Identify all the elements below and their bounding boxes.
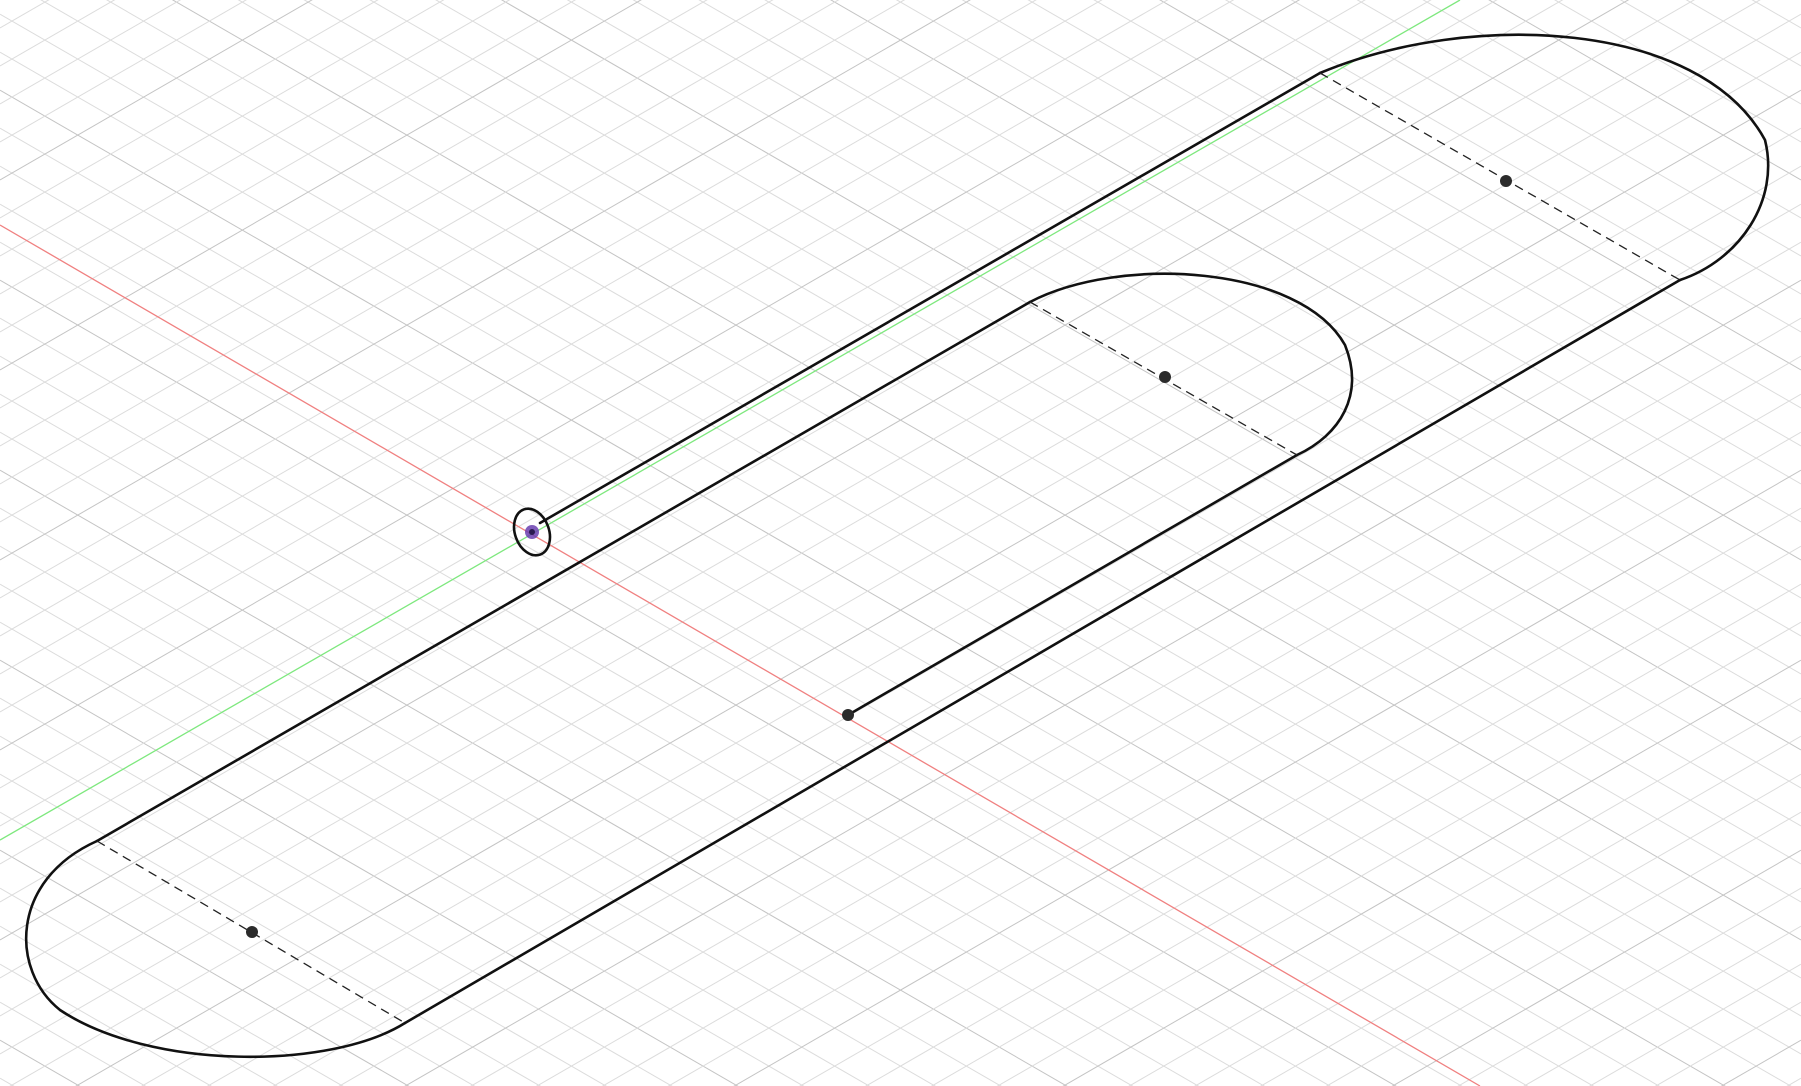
grid-line bbox=[0, 0, 1801, 294]
grid-line bbox=[0, 0, 1801, 332]
outer-slot-right-center-point[interactable] bbox=[1500, 175, 1512, 187]
grid-line bbox=[0, 0, 1801, 750]
grid-line bbox=[0, 964, 1801, 1086]
grid-line bbox=[0, 128, 1801, 1086]
outer-slot-left-arc[interactable] bbox=[26, 841, 405, 1057]
grid-line bbox=[0, 0, 1801, 940]
grid-line bbox=[0, 736, 1801, 1086]
grid-line bbox=[0, 812, 1801, 1086]
grid-line bbox=[0, 0, 1801, 180]
grid-line bbox=[0, 0, 1801, 446]
grid-line bbox=[0, 508, 1801, 1086]
grid-line bbox=[0, 0, 1801, 978]
grid-line bbox=[0, 280, 1801, 1086]
grid-line bbox=[0, 0, 1801, 902]
outer-slot-right-centerline[interactable] bbox=[1320, 73, 1680, 280]
grid-line bbox=[0, 1040, 1801, 1086]
x-axis-line bbox=[0, 225, 1480, 1086]
grid-line bbox=[0, 964, 1801, 1086]
grid-line bbox=[0, 0, 1801, 332]
inner-slot-lower-edge[interactable] bbox=[848, 455, 1297, 715]
grid-line bbox=[0, 1040, 1801, 1086]
grid-line bbox=[0, 0, 1801, 218]
grid-line bbox=[0, 0, 1801, 674]
grid-line bbox=[0, 0, 1801, 484]
grid-line bbox=[0, 432, 1801, 1086]
grid-line bbox=[0, 0, 1801, 446]
grid-line bbox=[0, 736, 1801, 1086]
outer-slot-left-center-point[interactable] bbox=[246, 926, 258, 938]
inner-slot-center-point[interactable] bbox=[1159, 371, 1171, 383]
grid-line bbox=[0, 0, 1801, 104]
grid-line bbox=[0, 0, 1801, 1016]
grid-line bbox=[0, 204, 1801, 1086]
grid-line bbox=[0, 0, 1801, 636]
y-axis-line bbox=[0, 0, 1460, 840]
grid-line bbox=[0, 0, 1801, 294]
grid-line bbox=[0, 0, 1801, 408]
grid-line bbox=[0, 0, 1801, 104]
grid-line bbox=[0, 0, 1801, 712]
outer-slot-left-edge[interactable] bbox=[97, 302, 1030, 841]
grid-line bbox=[0, 0, 1801, 674]
grid-line bbox=[0, 0, 1801, 598]
origin-point-core-icon bbox=[529, 529, 535, 535]
inner-slot-end-point[interactable] bbox=[842, 709, 854, 721]
grid-line bbox=[0, 52, 1801, 1086]
grid-line bbox=[0, 0, 1801, 560]
grid-line bbox=[0, 584, 1801, 1086]
grid-line bbox=[0, 0, 1801, 598]
grid-line bbox=[0, 432, 1801, 1086]
grid-line bbox=[0, 0, 1801, 142]
grid-line bbox=[0, 128, 1801, 1086]
grid-line bbox=[0, 0, 1801, 1016]
grid-line bbox=[0, 0, 1801, 142]
grid-line bbox=[0, 0, 1801, 408]
grid-line bbox=[0, 0, 1801, 256]
grid-line bbox=[0, 0, 1801, 484]
grid-line bbox=[0, 508, 1801, 1086]
outer-slot-upper-edge[interactable] bbox=[540, 73, 1320, 523]
grid-line bbox=[0, 0, 1801, 902]
grid-line bbox=[0, 584, 1801, 1086]
grid-line bbox=[0, 356, 1801, 1086]
grid-line bbox=[0, 0, 1801, 218]
grid-line bbox=[0, 0, 1801, 940]
origin-icon[interactable] bbox=[508, 504, 556, 561]
grid-line bbox=[0, 0, 1801, 750]
grid-line bbox=[0, 0, 1801, 712]
grid-line bbox=[0, 0, 1801, 560]
origin-axes bbox=[0, 0, 1480, 1086]
grid-line bbox=[0, 0, 1801, 636]
grid-line bbox=[0, 0, 1801, 978]
grid-line bbox=[0, 356, 1801, 1086]
grid-line bbox=[0, 204, 1801, 1086]
grid-line bbox=[0, 0, 1801, 180]
grid-line bbox=[0, 812, 1801, 1086]
grid-line bbox=[0, 52, 1801, 1086]
grid-line bbox=[0, 0, 1801, 256]
grid-line bbox=[0, 280, 1801, 1086]
